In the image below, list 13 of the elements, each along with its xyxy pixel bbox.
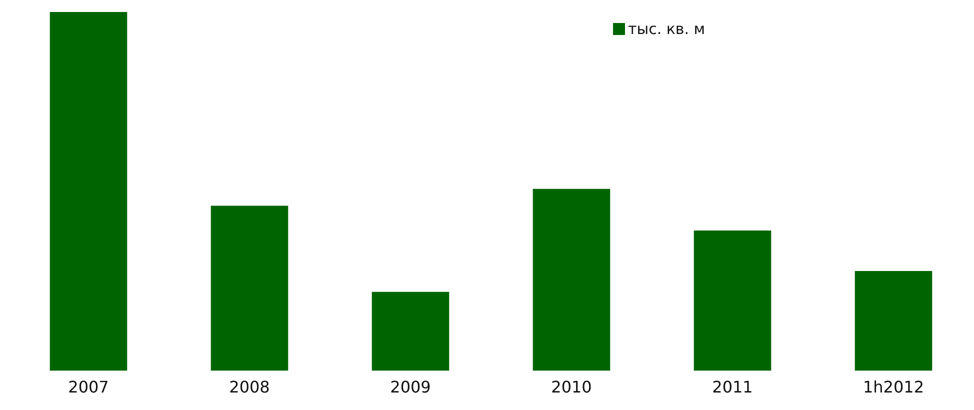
bar (210, 206, 288, 371)
x-tick-label: 2007 (68, 378, 109, 397)
bar (532, 188, 610, 371)
x-tick-label: 2010 (551, 378, 592, 397)
legend-label: тыс. кв. м (628, 20, 706, 38)
x-tick-label: 2008 (229, 378, 270, 397)
x-tick-label: 2011 (712, 378, 753, 397)
bar (854, 271, 932, 371)
bar (372, 292, 450, 371)
x-tick-label: 1h2012 (862, 378, 924, 397)
bar (694, 230, 772, 371)
bar (50, 12, 128, 371)
x-tick-label: 2009 (390, 378, 431, 397)
